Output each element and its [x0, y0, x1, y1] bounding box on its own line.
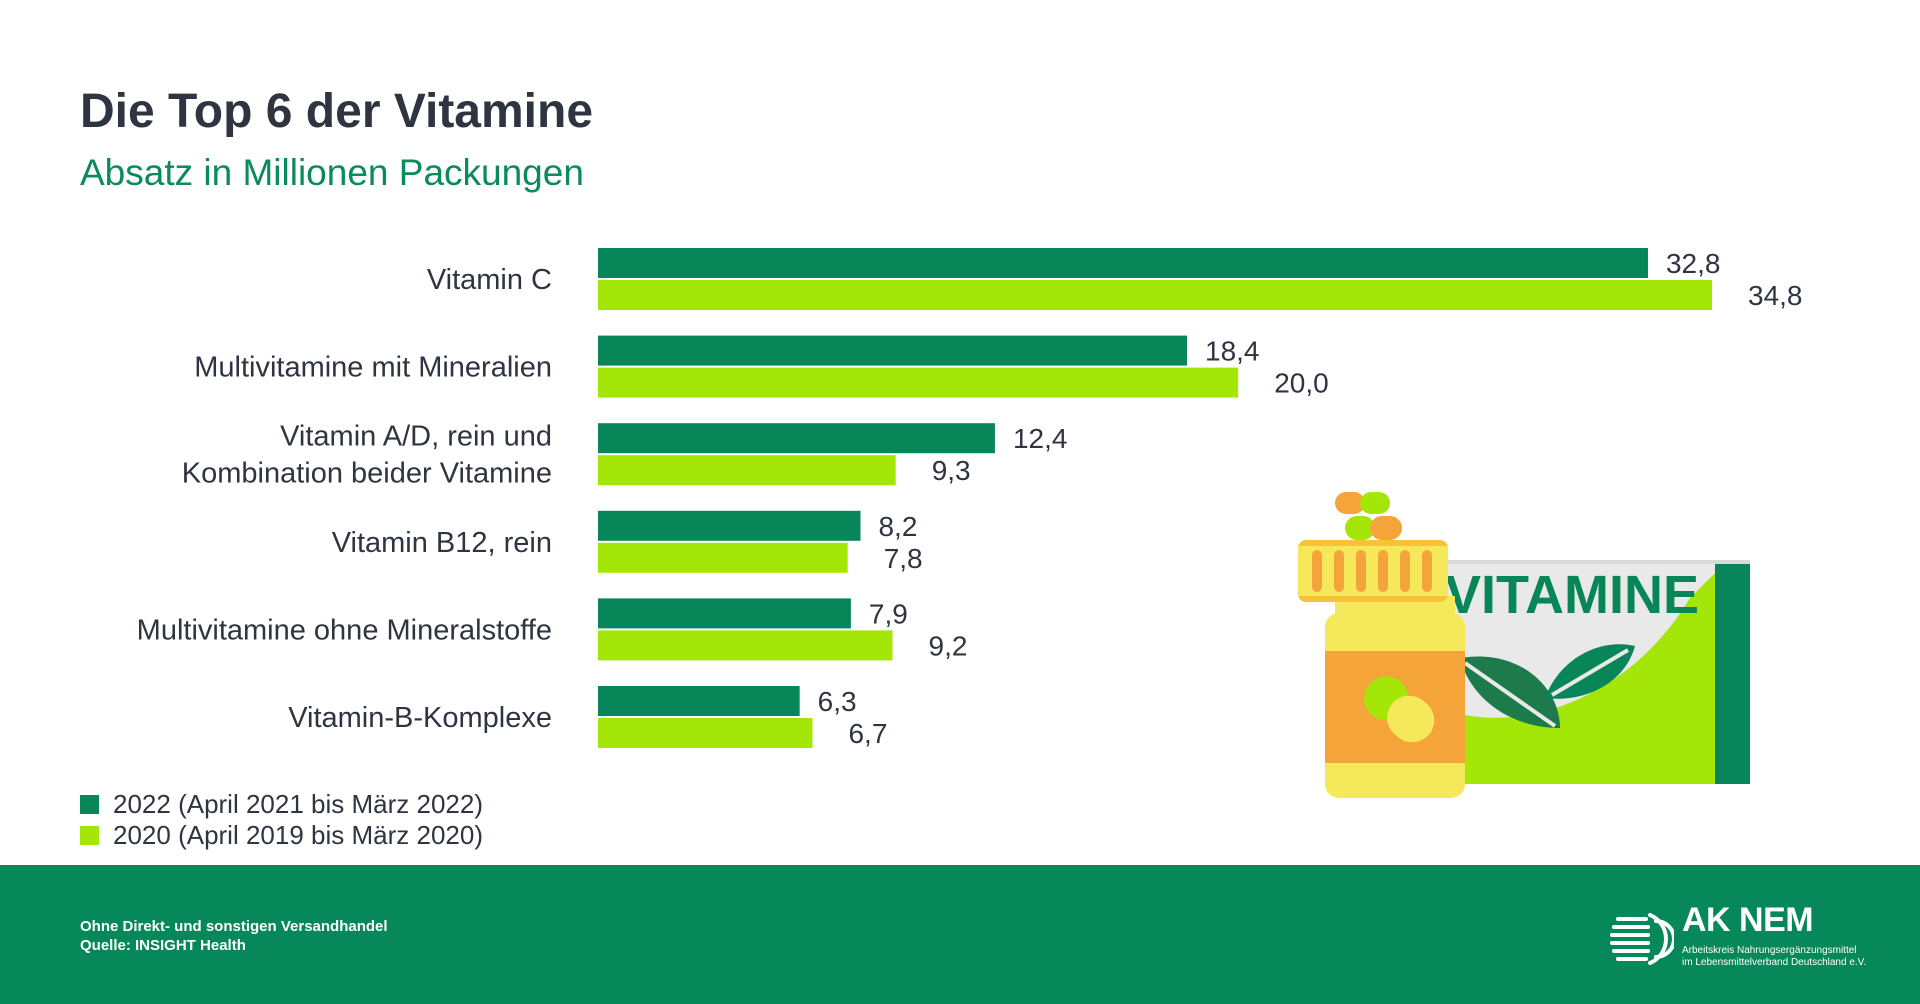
category-label: Multivitamine ohne Mineralstoffe: [137, 614, 552, 646]
aknem-logo-icon: [1610, 913, 1676, 965]
bar: [598, 248, 1648, 278]
category-label: Vitamin A/D, rein und Kombination beider …: [182, 421, 552, 490]
bar: [598, 423, 995, 454]
chart-title: Die Top 6 der Vitamine: [80, 85, 594, 138]
box-label: VITAMINE: [1445, 565, 1699, 625]
bar-chart: Vitamin C 32,8 34,8 Multivitamine mit Miner…: [137, 248, 1803, 749]
bar: [598, 335, 1188, 366]
data-label: 20,0: [1274, 368, 1329, 399]
logo-title: AK NEM: [1682, 901, 1814, 939]
leaf-icon: [1460, 644, 1635, 728]
data-label: 34,8: [1748, 280, 1803, 311]
data-label: 7,8: [884, 543, 923, 574]
footer-note: Ohne Direkt- und sonstigen Versandhandel: [80, 918, 388, 935]
data-label: 32,8: [1666, 248, 1721, 279]
capsule-icon: [1335, 492, 1435, 743]
data-label: 12,4: [1013, 423, 1068, 454]
bar: [598, 598, 851, 629]
legend-swatch-2020: [80, 826, 99, 845]
data-label: 6,3: [818, 686, 857, 717]
chart-subtitle: Absatz in Millionen Packungen: [80, 152, 584, 193]
data-label: 18,4: [1205, 336, 1260, 367]
data-label: 9,2: [929, 630, 968, 661]
logo-subtitle-1: Arbeitskreis Nahrungsergänzungsmittel: [1682, 945, 1857, 956]
footer: Ohne Direkt- und sonstigen Versandhandel…: [0, 865, 1920, 1004]
data-label: 7,9: [869, 598, 908, 629]
bar: [598, 367, 1239, 398]
bar: [598, 510, 861, 541]
bar: [598, 686, 800, 716]
aknem-logo: AK NEM Arbeitskreis Nahrungsergänzungsmi…: [1610, 901, 1880, 977]
bar: [598, 280, 1712, 310]
legend-item-2022: 2022 (April 2021 bis März 2022): [80, 789, 483, 820]
legend-item-2020: 2020 (April 2019 bis März 2020): [80, 820, 483, 851]
footer-source: Quelle: INSIGHT Health: [80, 937, 246, 954]
bar: [598, 542, 848, 573]
vitamin-bottle-icon: [1298, 540, 1465, 798]
data-label: 8,2: [878, 511, 917, 542]
bar: [598, 718, 813, 748]
vitamin-illustration: VITAMINE: [1298, 492, 1750, 798]
data-label: 9,3: [932, 455, 971, 486]
bar: [598, 455, 896, 486]
category-label: Vitamin C: [427, 264, 552, 296]
category-label: Vitamin-B-Komplexe: [288, 702, 552, 734]
legend-label-2022: 2022 (April 2021 bis März 2022): [113, 789, 483, 819]
category-label: Multivitamine mit Mineralien: [194, 352, 552, 384]
data-label: 6,7: [848, 718, 887, 749]
legend-label-2020: 2020 (April 2019 bis März 2020): [113, 820, 483, 850]
logo-subtitle-2: im Lebensmittelverband Deutschland e.V.: [1682, 957, 1867, 968]
legend-swatch-2022: [80, 795, 99, 814]
bar: [598, 630, 893, 661]
category-label: Vitamin B12, rein: [332, 527, 552, 559]
